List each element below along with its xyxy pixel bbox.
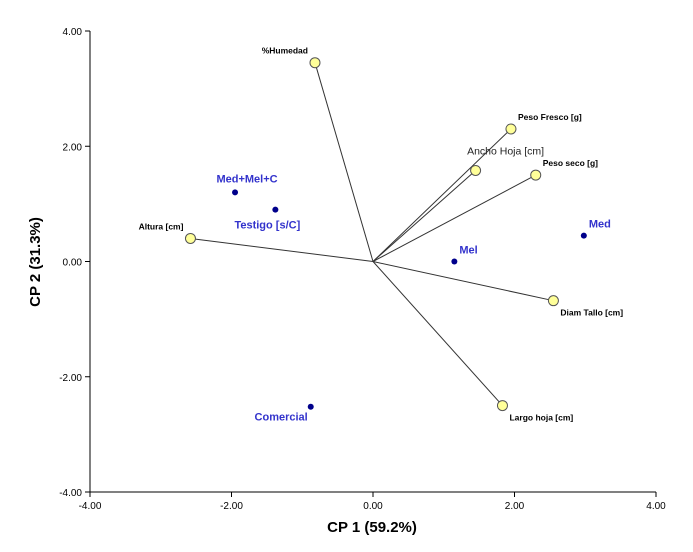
observation-label: Med+Mel+C — [216, 173, 277, 185]
observation-label: Testigo [s/C] — [234, 220, 300, 232]
y-tick-label: -4.00 — [59, 488, 82, 499]
observation-label: Comercial — [255, 412, 308, 424]
variable-vector — [372, 174, 536, 262]
variable-vector — [372, 261, 503, 406]
variable-label: Largo hoja [cm] — [509, 413, 573, 423]
y-tick-label: 4.00 — [63, 27, 83, 38]
variable-label: Ancho Hoja [cm] — [467, 145, 544, 157]
observation-point — [307, 403, 314, 410]
observation-point — [451, 258, 458, 265]
x-tick-label: 2.00 — [505, 501, 525, 512]
y-axis-title: CP 2 (31.3%) — [27, 217, 44, 307]
variable-point — [505, 123, 517, 135]
variable-point — [496, 400, 508, 412]
observation-label: Med — [589, 219, 611, 231]
observation-point — [272, 206, 279, 213]
y-tick-label: -2.00 — [59, 373, 82, 384]
x-tick-label: -2.00 — [220, 501, 243, 512]
variable-vector — [372, 261, 554, 302]
variable-label: %Humedad — [262, 46, 308, 56]
variable-vector — [372, 128, 512, 262]
variable-point — [309, 57, 321, 69]
y-tick-label: 0.00 — [63, 258, 83, 269]
variable-point — [184, 232, 196, 244]
variable-label: Altura [cm] — [139, 221, 184, 231]
variable-label: Diam Tallo [cm] — [560, 308, 623, 318]
variable-vector — [314, 62, 374, 262]
observation-point — [232, 189, 239, 196]
variable-point — [530, 169, 542, 181]
variable-label: Peso Fresco [g] — [518, 112, 582, 122]
variable-vector — [190, 237, 374, 262]
observation-point — [580, 232, 587, 239]
variable-point — [470, 164, 482, 176]
variable-label: Peso seco [g] — [543, 158, 598, 168]
variable-vector — [372, 170, 476, 262]
variable-point — [547, 295, 559, 307]
y-tick-label: 2.00 — [63, 142, 83, 153]
observation-label: Mel — [459, 245, 477, 257]
x-tick-label: 4.00 — [646, 501, 666, 512]
x-tick-label: 0.00 — [363, 501, 383, 512]
labels: %Humedad Peso Fresco [g] Ancho Hoja [cm]Pe… — [139, 46, 624, 424]
variable-vectors — [190, 62, 554, 406]
markers — [184, 57, 587, 412]
x-axis-title: CP 1 (59.2%) — [327, 519, 417, 536]
axes: -4.00 -2.00 0.00 2.00 4.00 -4.00 -2.00 0.00 2.00… — [59, 27, 666, 512]
x-tick-label: -4.00 — [79, 501, 102, 512]
